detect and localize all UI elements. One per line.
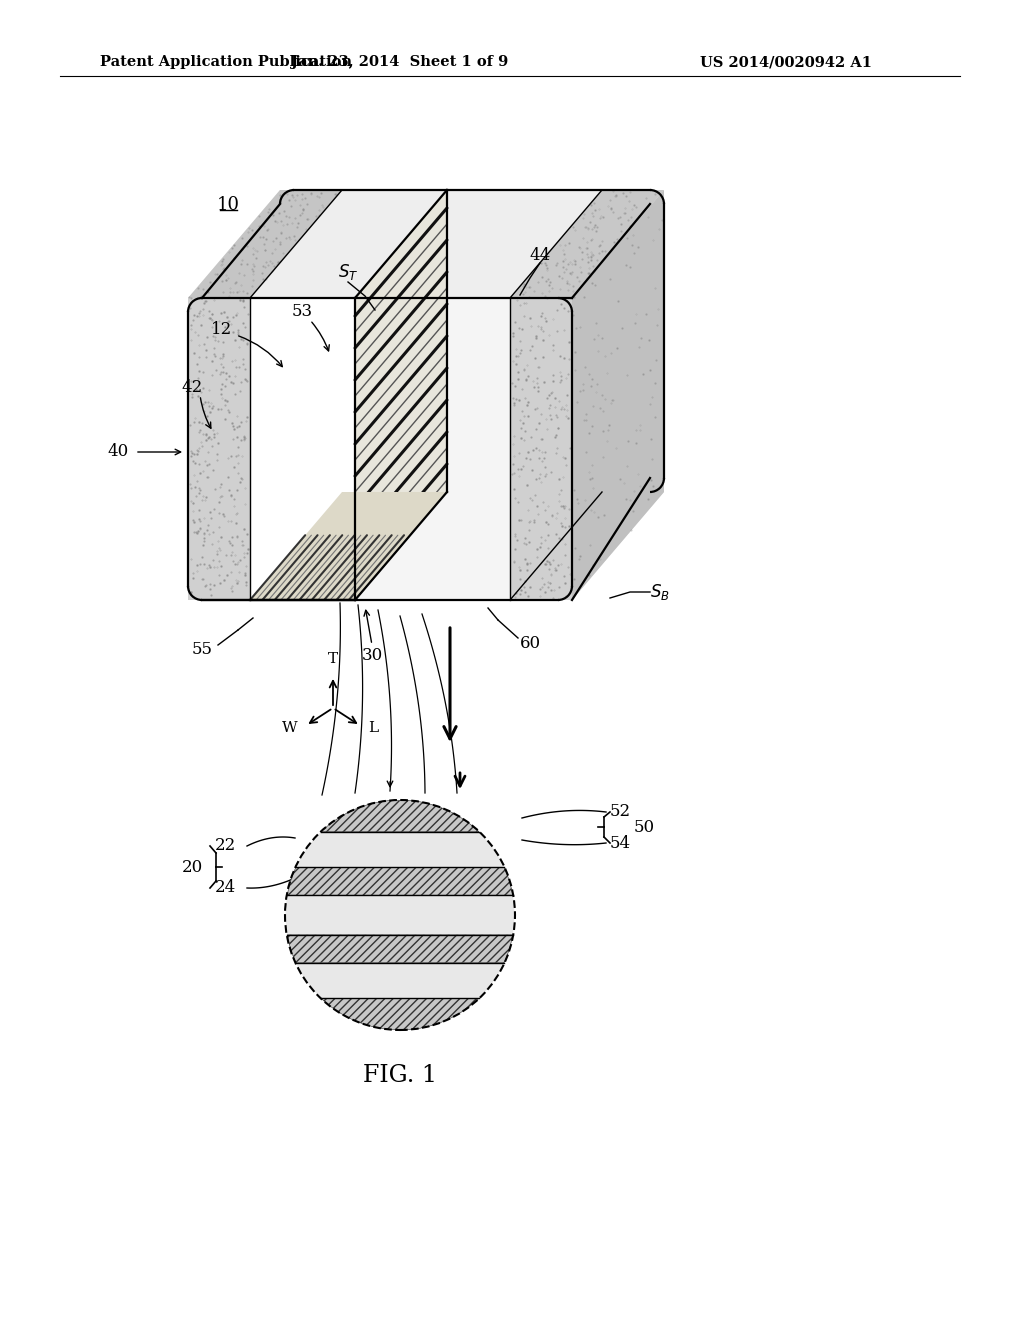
Polygon shape [572, 190, 664, 601]
Text: 10: 10 [216, 195, 240, 214]
Text: 44: 44 [529, 247, 551, 264]
Text: $S_T$: $S_T$ [338, 261, 358, 282]
Text: L: L [369, 721, 378, 735]
Text: US 2014/0020942 A1: US 2014/0020942 A1 [700, 55, 872, 69]
Text: 12: 12 [211, 322, 232, 338]
Text: Patent Application Publication: Patent Application Publication [100, 55, 352, 69]
Circle shape [285, 800, 515, 1030]
Text: 52: 52 [609, 804, 631, 821]
Polygon shape [510, 190, 664, 298]
Text: $S_B$: $S_B$ [650, 582, 670, 602]
Text: 30: 30 [361, 647, 383, 664]
Text: 55: 55 [191, 642, 213, 659]
Polygon shape [188, 190, 664, 298]
Text: W: W [283, 721, 298, 735]
Polygon shape [188, 298, 250, 601]
Text: 60: 60 [519, 635, 541, 652]
Polygon shape [188, 190, 342, 298]
Text: T: T [328, 652, 338, 667]
Polygon shape [296, 832, 504, 867]
Polygon shape [322, 800, 479, 832]
Polygon shape [288, 867, 513, 895]
Text: 53: 53 [292, 304, 312, 321]
Text: 22: 22 [214, 837, 236, 854]
Text: Jan. 23, 2014  Sheet 1 of 9: Jan. 23, 2014 Sheet 1 of 9 [292, 55, 509, 69]
Text: 54: 54 [609, 834, 631, 851]
Polygon shape [572, 190, 664, 601]
Polygon shape [355, 298, 572, 601]
Text: 42: 42 [181, 380, 203, 396]
Text: 20: 20 [181, 858, 203, 875]
Text: 40: 40 [108, 444, 129, 461]
Polygon shape [288, 935, 513, 962]
Text: FIG. 1: FIG. 1 [362, 1064, 437, 1086]
Polygon shape [296, 962, 504, 998]
Polygon shape [355, 190, 447, 601]
Polygon shape [322, 998, 479, 1030]
Text: 50: 50 [634, 818, 654, 836]
Polygon shape [250, 492, 447, 601]
Polygon shape [286, 895, 514, 935]
Text: 24: 24 [214, 879, 236, 896]
Polygon shape [510, 298, 572, 601]
